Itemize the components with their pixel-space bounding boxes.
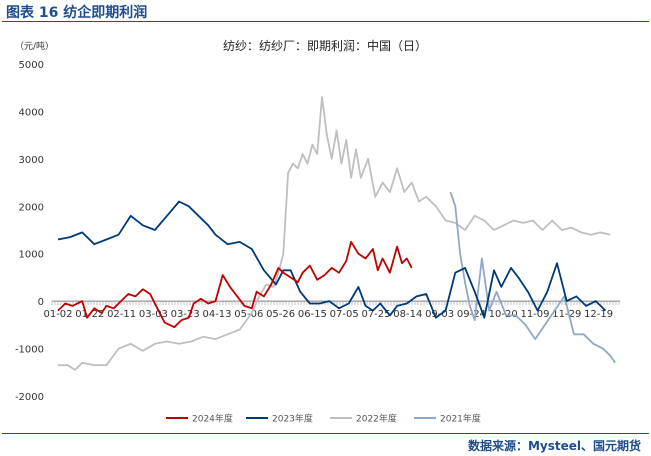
source-note: 数据来源：Mysteel、国元期货 [467,439,641,453]
profit-line-chart: 纺纱：纺纱厂：即期利润：中国（日） （元/吨） -2000 -1000 0 1000 2… [15,38,620,425]
legend-label: 2023年度 [272,413,313,425]
x-tick-label: 11-29 [552,309,581,320]
figure-label: 图表 16 纺企即期利润 [6,5,148,21]
header-rule [2,21,649,22]
x-tick-label: 11-09 [520,309,549,320]
legend: 2024年度 2023年度 2022年度 2021年度 [166,413,481,425]
x-tick-label: 09-24 [457,309,486,320]
series-line-2022年度 [58,96,611,371]
x-tick-label: 01-02 [43,309,72,320]
y-tick-label: 0 [38,297,44,308]
x-tick-label: 02-11 [107,309,136,320]
legend-label: 2022年度 [356,413,397,425]
x-tick-label: 03-23 [171,309,200,320]
x-tick-label: 04-13 [202,309,231,320]
series-line-2023年度 [57,200,607,319]
legend-label: 2024年度 [192,413,233,425]
x-tick-label: 07-25 [361,309,390,320]
x-tick-label: 06-15 [298,309,327,320]
y-tick-label: -1000 [15,345,44,356]
x-tick-label: 05-26 [266,309,295,320]
y-tick-label: 2000 [19,202,44,213]
x-tick-label: 08-14 [393,309,422,320]
y-tick-label: 4000 [19,107,44,118]
legend-label: 2021年度 [440,413,481,425]
y-axis-unit-label: （元/吨） [15,40,54,52]
x-tick-label: 10-20 [489,309,518,320]
x-tick-label: 03-03 [139,309,168,320]
x-tick-label: 05-06 [234,309,263,320]
y-tick-label: -2000 [15,392,44,403]
chart-title: 纺纱：纺纱厂：即期利润：中国（日） [223,38,427,53]
y-tick-label: 3000 [19,155,44,166]
x-tick-label: 07-05 [330,309,359,320]
y-axis: -2000 -1000 0 1000 2000 3000 4000 5000 [15,60,44,403]
x-tick-label: 12-19 [584,309,613,320]
y-tick-label: 1000 [19,250,44,261]
series-line-2024年度 [57,241,413,329]
footer-rule [2,433,649,434]
y-tick-label: 5000 [19,60,44,71]
series-lines [57,96,616,371]
series-line-2021年度 [449,191,616,364]
